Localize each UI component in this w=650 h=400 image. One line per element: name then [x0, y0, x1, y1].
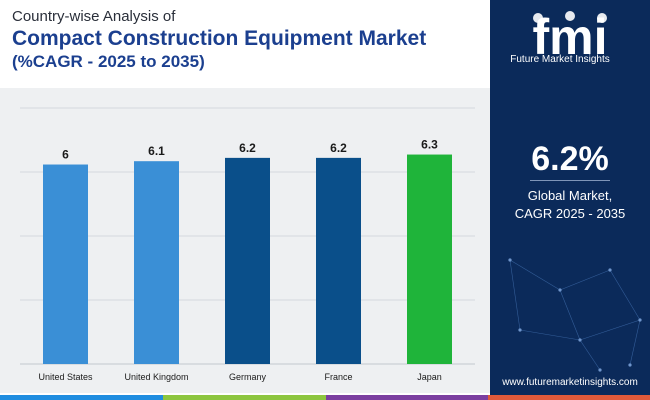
bar-chart: 6 United States 6.1 United Kingdom 6.2 German… — [20, 107, 475, 382]
data-label: 6 — [62, 148, 69, 162]
right-panel: fmi Future Market Insights 6.2% — [490, 0, 650, 400]
x-tick-label: France — [324, 372, 352, 382]
title-block: Country-wise Analysis of Compact Constru… — [12, 8, 482, 72]
bottom-stripe-orange — [488, 395, 650, 400]
fmi-logo-icon: fmi — [533, 9, 608, 65]
title-line-3: (%CAGR - 2025 to 2035) — [12, 52, 205, 71]
global-market-caption: Global Market, — [527, 188, 613, 203]
divider — [530, 180, 610, 181]
title-line-1: Country-wise Analysis of — [12, 8, 176, 25]
logo-text: Future Market Insights — [510, 54, 610, 65]
bottom-stripe-blue — [0, 395, 163, 400]
bottom-stripe-purple — [326, 395, 488, 400]
data-label: 6.2 — [239, 141, 256, 155]
bar-germany — [225, 157, 270, 364]
bottom-stripe-green — [163, 395, 326, 400]
title-line-2: Compact Construction Equipment Market — [12, 27, 427, 50]
cagr-period-caption: CAGR 2025 - 2035 — [514, 206, 626, 221]
global-cagr-value: 6.2% — [531, 140, 609, 178]
network-decoration-icon — [508, 258, 642, 372]
bar-france — [316, 157, 361, 364]
data-label: 6.1 — [148, 144, 165, 158]
website-url: www.futuremarketinsights.com — [502, 377, 638, 388]
bar-united-kingdom — [134, 161, 179, 364]
x-tick-label: Germany — [229, 372, 267, 382]
bar-japan — [407, 154, 452, 364]
x-tick-label: Japan — [417, 372, 442, 382]
bar-united-states — [43, 164, 88, 364]
x-tick-label: United States — [38, 372, 93, 382]
x-tick-label: United Kingdom — [124, 372, 188, 382]
data-label: 6.2 — [330, 141, 347, 155]
data-label: 6.3 — [421, 138, 438, 152]
